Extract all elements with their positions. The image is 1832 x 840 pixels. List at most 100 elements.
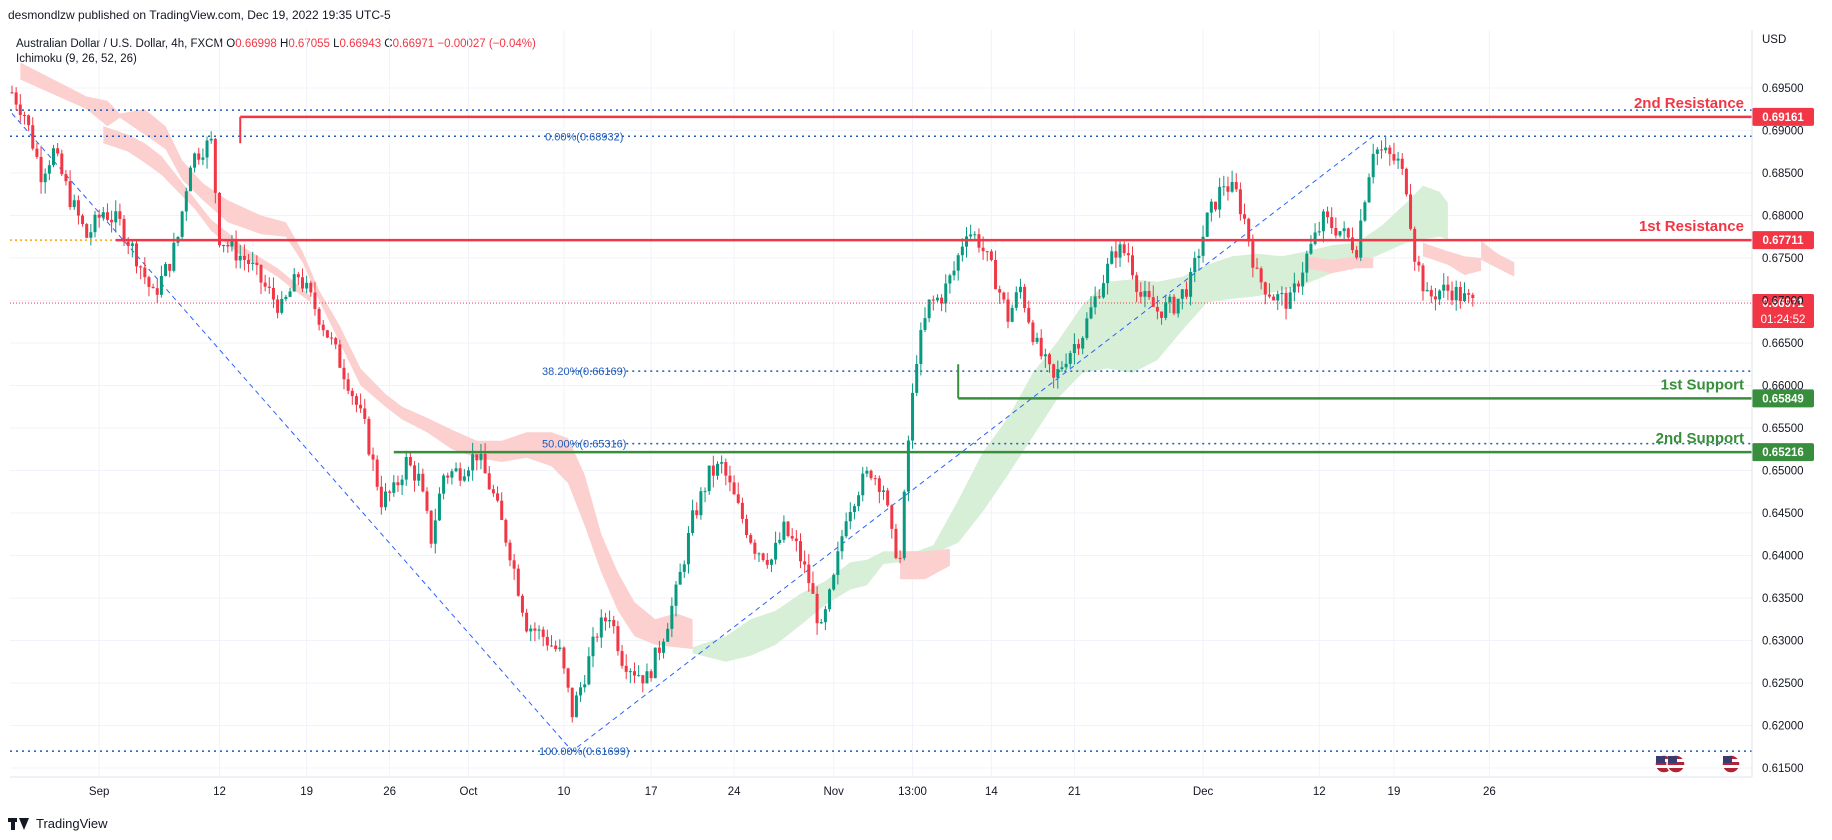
candle-body — [1247, 218, 1251, 242]
candle-body — [400, 479, 404, 486]
x-tick-label: 24 — [728, 786, 741, 798]
symbol-title[interactable]: Australian Dollar / U.S. Dollar, 4h, FXC… — [16, 38, 224, 50]
candle-body — [969, 234, 973, 237]
candle-body — [815, 593, 819, 624]
candle-body — [1458, 287, 1462, 302]
candle-body — [188, 167, 192, 192]
level-name: 1st Support — [1661, 376, 1744, 393]
candle-body — [500, 500, 504, 520]
candle-body — [1180, 289, 1184, 299]
candle-body — [242, 255, 246, 260]
candle-body — [994, 260, 998, 290]
close-label: C — [384, 38, 393, 50]
candle-body — [844, 521, 848, 537]
candle-body — [1251, 241, 1255, 268]
candle-body — [496, 493, 500, 501]
candle-body — [1404, 168, 1408, 195]
candle-body — [1388, 147, 1392, 155]
candle-body — [309, 282, 313, 293]
candle-body — [666, 628, 670, 642]
candle-body — [375, 459, 379, 487]
candle-body — [603, 617, 607, 622]
candle-body — [1131, 255, 1134, 276]
candle-body — [1214, 201, 1217, 210]
x-tick-label: 10 — [558, 786, 571, 798]
candle-body — [1139, 291, 1143, 297]
level-price-text: 0.69161 — [1762, 112, 1804, 124]
candle-body — [1276, 294, 1280, 301]
candle-body — [848, 511, 852, 522]
candle-body — [1363, 202, 1367, 221]
candle-body — [184, 191, 188, 212]
level-price-tag — [1752, 389, 1814, 408]
candle-body — [126, 241, 130, 246]
candle-body — [458, 468, 462, 481]
candle-body — [1429, 289, 1433, 297]
candle-body — [674, 584, 678, 606]
footer-brand[interactable]: TradingView — [36, 816, 108, 831]
candle-body — [1085, 318, 1089, 338]
candle-body — [861, 473, 865, 496]
candle-body — [47, 165, 51, 174]
candle-body — [620, 651, 624, 666]
candle-body — [1425, 289, 1429, 292]
candle-body — [1110, 251, 1114, 264]
candle-body — [915, 363, 919, 393]
x-tick-label: 14 — [985, 786, 998, 798]
candle-body — [732, 482, 736, 495]
candle-body — [886, 490, 890, 506]
candle-body — [956, 255, 960, 271]
candle-body — [724, 462, 728, 476]
candle-body — [259, 265, 263, 283]
candle-body — [894, 528, 898, 558]
candle-body — [1263, 282, 1267, 295]
candle-body — [1371, 153, 1375, 178]
candle-body — [276, 299, 280, 313]
candle-body — [1317, 231, 1321, 233]
candle-body — [508, 542, 512, 561]
y-tick-label: 0.63000 — [1762, 636, 1804, 648]
candle-body — [786, 521, 790, 537]
candle-body — [566, 668, 570, 688]
candle-body — [1114, 251, 1118, 258]
open-label: O — [226, 38, 236, 50]
candle-body — [371, 454, 375, 460]
candle-body — [940, 297, 944, 304]
ichimoku-legend[interactable]: Ichimoku (9, 26, 52, 26) — [16, 53, 137, 65]
candle-body — [678, 571, 682, 585]
candle-body — [1056, 369, 1060, 378]
fib-diagonal-line — [11, 113, 1374, 752]
ichimoku-cloud-segment — [1306, 256, 1374, 274]
candle-body — [118, 211, 122, 219]
candle-body — [662, 641, 666, 653]
candle-body — [877, 478, 881, 492]
level-price-text: 0.67711 — [1763, 235, 1805, 247]
candle-body — [1346, 228, 1350, 238]
candle-body — [222, 244, 226, 246]
candle-body — [68, 181, 72, 208]
y-tick-label: 0.67500 — [1762, 253, 1804, 265]
y-tick-label: 0.66000 — [1762, 381, 1804, 393]
candle-body — [873, 478, 877, 480]
candle-body — [64, 174, 68, 182]
candle-body — [1222, 186, 1226, 188]
candle-body — [213, 138, 217, 193]
candle-body — [172, 242, 176, 271]
candle-body — [139, 266, 143, 268]
candle-body — [1259, 268, 1263, 283]
candle-body — [404, 457, 408, 480]
candle-body — [159, 275, 163, 295]
candle-body — [902, 491, 906, 559]
candle-body — [1081, 337, 1085, 349]
level-price-tag — [1752, 231, 1814, 250]
candle-body — [483, 454, 487, 474]
candle-body — [819, 622, 823, 624]
candle-body — [330, 337, 334, 339]
candle-body — [1305, 253, 1309, 273]
candle-body — [1396, 158, 1400, 161]
candle-body — [475, 454, 479, 461]
price-chart[interactable]: 0.00%(0.68932) 38.20%(0.66169) 50.00%(0.65… — [0, 0, 1832, 805]
x-tick-label: 13:00 — [898, 786, 927, 798]
candle-body — [396, 482, 400, 486]
candle-body — [301, 277, 304, 289]
